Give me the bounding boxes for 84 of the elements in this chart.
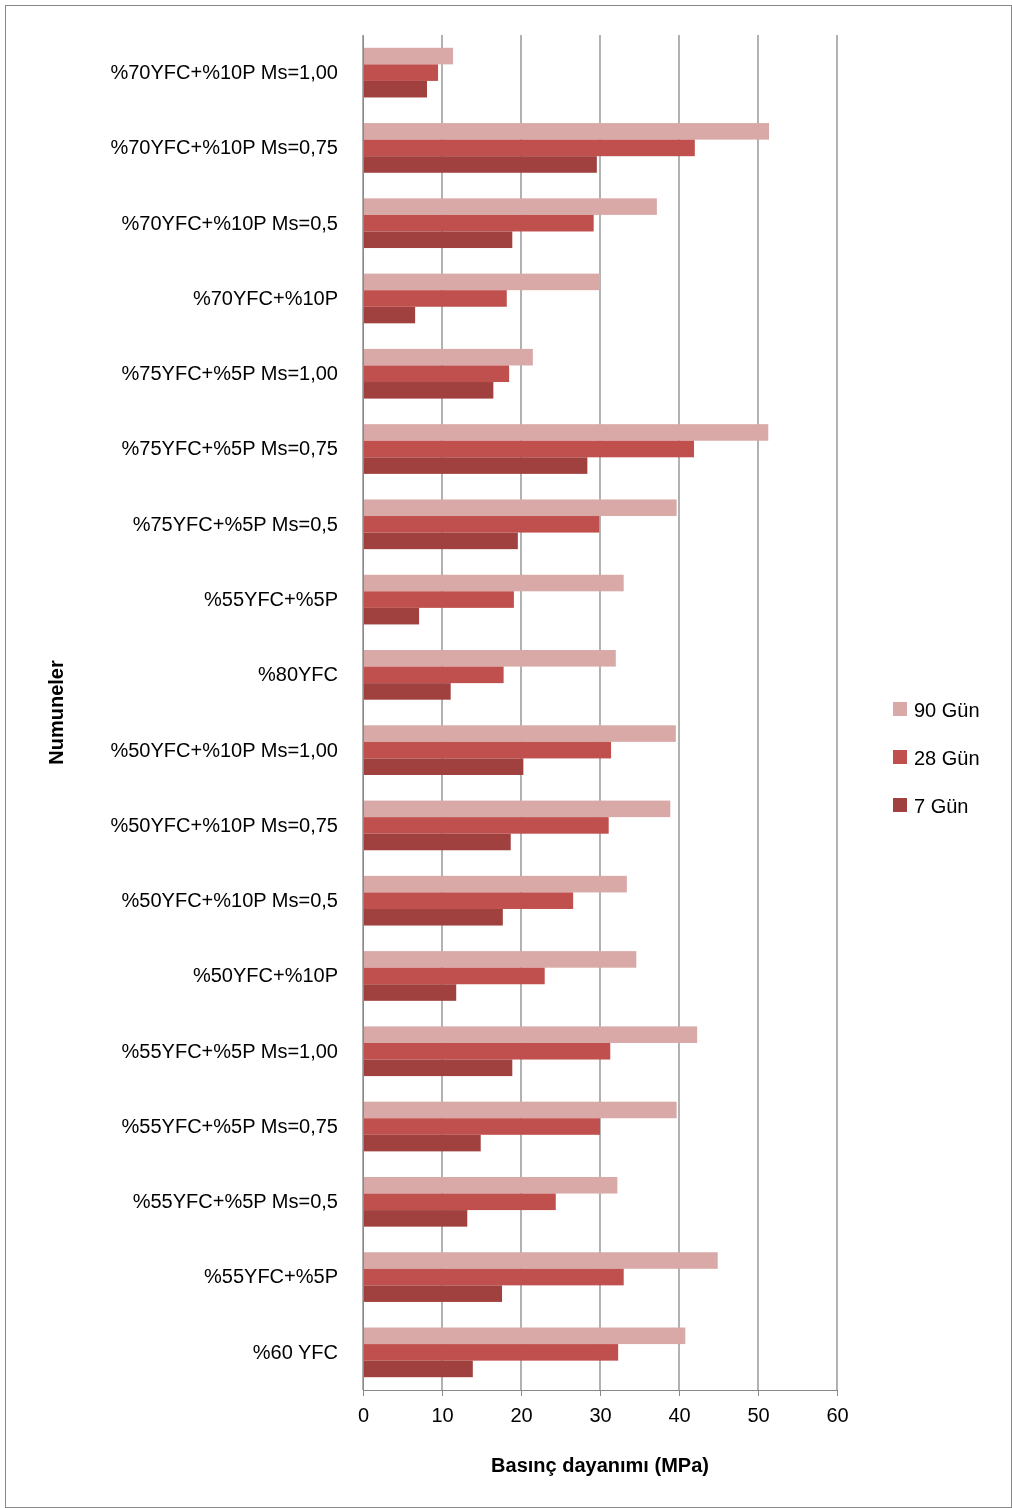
y-tick-label: %70YFC+%10P Ms=1,00 xyxy=(110,61,338,84)
y-tick-label: %50YFC+%10P Ms=0,5 xyxy=(121,889,338,912)
y-tick-label: %70YFC+%10P Ms=0,75 xyxy=(110,136,338,159)
legend-label: 28 Gün xyxy=(914,747,980,769)
bar xyxy=(363,123,770,140)
y-tick-label: %75YFC+%5P Ms=0,5 xyxy=(132,512,338,535)
y-tick-label: %50YFC+%10P Ms=0,75 xyxy=(110,813,338,836)
y-tick-label: %55YFC+%5P xyxy=(204,587,338,610)
bar xyxy=(363,1344,619,1361)
bar xyxy=(363,1268,624,1286)
bar xyxy=(363,574,624,592)
bar xyxy=(363,951,637,968)
bar xyxy=(363,607,420,625)
bar xyxy=(363,1193,556,1211)
x-tick-label: 0 xyxy=(357,1404,370,1427)
bar xyxy=(363,1059,513,1077)
bar xyxy=(363,833,511,851)
bar xyxy=(363,499,677,517)
bar xyxy=(363,231,513,249)
bar xyxy=(363,650,616,667)
bar xyxy=(363,348,533,366)
bar xyxy=(363,440,695,458)
bar xyxy=(363,532,518,550)
bar xyxy=(363,47,454,65)
bar xyxy=(363,290,507,307)
x-tick-label: 10 xyxy=(431,1404,454,1427)
y-tick-label: %50YFC+%10P Ms=1,00 xyxy=(110,738,338,761)
bar xyxy=(363,984,457,1001)
x-axis-title: Basınç dayanımı (MPa) xyxy=(491,1454,709,1476)
bar xyxy=(363,156,597,173)
bar xyxy=(363,967,545,985)
bar xyxy=(363,725,676,742)
bar xyxy=(363,214,594,232)
bar xyxy=(363,908,503,926)
bar xyxy=(363,64,439,81)
y-tick-label: %75YFC+%5P Ms=0,75 xyxy=(121,437,338,460)
bar xyxy=(363,198,657,215)
bar xyxy=(363,1026,698,1043)
bar xyxy=(363,273,600,291)
y-tick-label: %55YFC+%5P xyxy=(204,1265,338,1288)
y-tick-label: %75YFC+%5P Ms=1,00 xyxy=(121,362,338,385)
x-tick-label: 20 xyxy=(510,1404,533,1427)
bar xyxy=(363,1042,611,1060)
bar xyxy=(363,306,416,324)
y-axis-title: Numuneler xyxy=(45,660,67,765)
bar xyxy=(363,817,609,834)
x-tick-label: 40 xyxy=(668,1404,691,1427)
bar xyxy=(363,1101,677,1119)
bar xyxy=(363,875,627,893)
bar xyxy=(363,1360,473,1378)
bar xyxy=(363,892,574,909)
x-tick-label: 30 xyxy=(589,1404,612,1427)
y-tick-label: %55YFC+%5P Ms=0,5 xyxy=(132,1190,338,1213)
bar xyxy=(363,365,510,383)
y-tick-label: %55YFC+%5P Ms=1,00 xyxy=(121,1039,338,1062)
y-tick-label: %55YFC+%5P Ms=0,75 xyxy=(121,1114,338,1137)
y-tick-label: %70YFC+%10P xyxy=(192,286,338,309)
bar xyxy=(363,80,427,98)
bar xyxy=(363,1176,618,1194)
y-tick-label: %50YFC+%10P xyxy=(192,964,338,987)
y-tick-label: %70YFC+%10P Ms=0,5 xyxy=(121,211,338,234)
bar xyxy=(363,139,695,157)
bar xyxy=(363,1210,468,1227)
bar xyxy=(363,800,671,818)
bar xyxy=(363,424,769,441)
bar xyxy=(363,1134,481,1152)
bar xyxy=(363,382,494,399)
bar xyxy=(363,516,600,533)
bar xyxy=(363,1118,600,1135)
legend-label: 7 Gün xyxy=(914,795,969,817)
bar xyxy=(363,1285,503,1302)
bar xyxy=(363,1327,686,1345)
bar xyxy=(363,1252,718,1269)
bar xyxy=(363,683,451,700)
bar xyxy=(363,457,588,474)
legend-label: 90 Gün xyxy=(914,699,980,721)
x-tick-label: 60 xyxy=(826,1404,849,1427)
y-tick-label: %60 YFC xyxy=(252,1340,338,1363)
x-tick-label: 50 xyxy=(747,1404,770,1427)
bar xyxy=(363,758,524,775)
bar xyxy=(363,591,514,608)
bar xyxy=(363,741,612,759)
y-tick-label: %80YFC xyxy=(257,663,338,686)
bar xyxy=(363,666,504,684)
